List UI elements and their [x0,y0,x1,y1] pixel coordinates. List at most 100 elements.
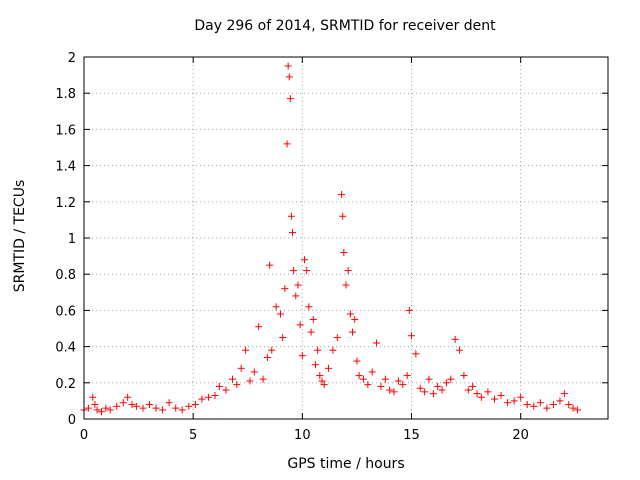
y-tick-label: 2 [68,51,76,66]
data-point [517,393,525,401]
y-tick-label: 0.4 [55,341,76,356]
data-point [250,368,258,376]
data-point [132,402,140,410]
data-point [215,382,223,390]
data-point [405,306,413,314]
data-point [565,401,573,409]
data-point [294,281,302,289]
data-point [412,350,420,358]
x-tick-label: 10 [294,428,311,443]
chart-title: Day 296 of 2014, SRMTID for receiver den… [194,18,496,34]
data-point [242,346,250,354]
data-point [386,386,394,394]
data-point [277,310,284,318]
data-point [204,393,212,401]
data-point [403,372,411,380]
data-point [560,390,568,398]
data-point [305,303,313,311]
data-point [325,364,333,372]
data-point [286,95,294,103]
data-point [296,321,304,329]
data-point [390,388,398,396]
data-point [146,401,153,409]
data-point [102,404,110,412]
data-point [84,404,92,412]
data-points [80,62,581,416]
data-point [185,402,193,410]
data-point [237,364,245,372]
data-point [311,361,319,369]
data-point [368,368,376,376]
x-axis-label: GPS time / hours [287,456,405,472]
grid-lines [84,57,608,419]
data-point [490,395,498,403]
data-point [228,375,236,383]
data-point [394,377,402,385]
data-point [255,323,263,331]
data-point [556,397,564,405]
plot-frame [83,56,609,420]
data-point [211,391,219,399]
x-axis-ticks: 0 5 10 15 20 [80,57,529,443]
data-point [281,285,289,293]
x-tick-label: 0 [80,428,88,443]
data-point [339,212,347,220]
data-point [416,384,424,392]
data-point [301,256,309,264]
data-point [284,62,292,70]
data-point [318,377,326,385]
data-point [460,372,468,380]
data-point [573,406,581,414]
data-point [124,393,132,401]
x-tick-label: 20 [512,428,529,443]
data-point [266,261,274,269]
data-point [421,388,429,396]
data-point [425,375,433,383]
data-point [152,404,160,412]
data-point [497,391,505,399]
data-point [233,381,241,389]
data-point [329,346,337,354]
data-point [246,377,254,385]
data-point [119,399,127,407]
data-point [364,381,372,389]
data-point [289,229,297,237]
data-point [222,386,230,394]
data-point [353,357,361,365]
data-point [473,390,481,398]
data-point [307,328,315,336]
data-point [172,404,180,412]
x-tick-label: 15 [403,428,420,443]
data-point [355,372,363,380]
data-point [290,267,298,275]
data-point [259,375,267,383]
y-tick-label: 1 [68,232,76,247]
data-point [469,382,477,390]
data-point [359,375,367,383]
data-point [303,267,311,275]
data-point [316,372,324,380]
y-tick-label: 1.6 [55,123,76,138]
data-point [309,315,317,323]
y-tick-label: 0 [68,413,76,428]
data-point [523,401,531,409]
data-point [272,303,280,311]
data-point [113,402,121,410]
y-tick-label: 0.6 [55,304,76,319]
data-point [373,339,381,347]
y-tick-label: 1.8 [55,87,76,102]
data-point [314,346,322,354]
data-point [381,375,389,383]
data-point [346,310,354,318]
data-point [377,382,385,390]
data-point [292,292,300,300]
x-tick-label: 5 [189,428,197,443]
data-point [139,404,147,412]
data-point [408,332,415,340]
data-point [128,401,136,409]
data-point [536,399,544,407]
data-point [320,381,328,389]
data-point [510,397,518,405]
data-point [342,281,350,289]
data-point [298,352,306,360]
